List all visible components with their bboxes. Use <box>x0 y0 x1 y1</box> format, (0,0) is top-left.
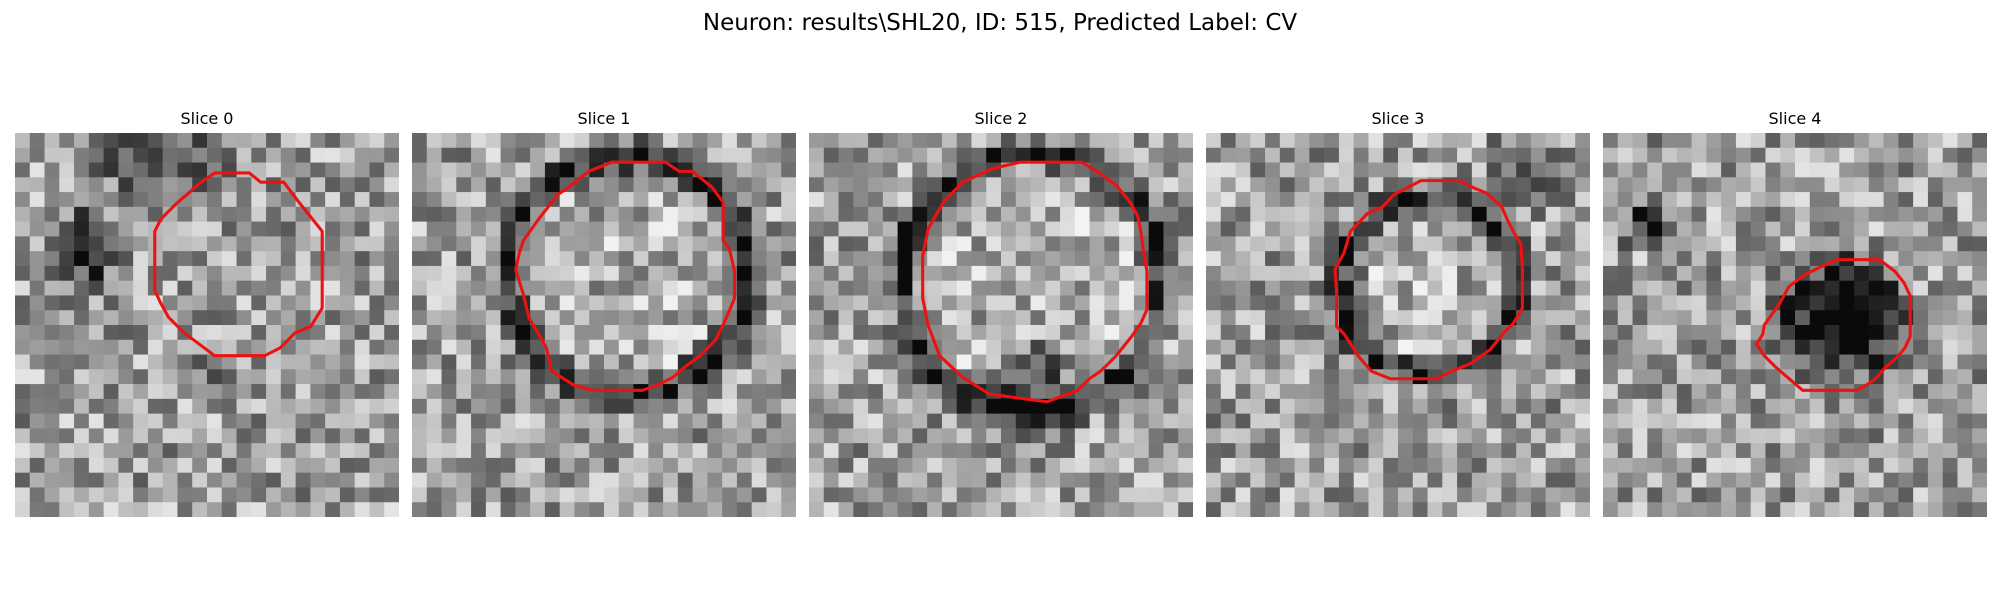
slice-1-contour <box>514 160 737 392</box>
slice-panel-0: Slice 0 <box>15 108 399 518</box>
slice-title-4: Slice 4 <box>1768 109 1822 128</box>
slice-title-2: Slice 2 <box>974 109 1028 128</box>
slice-0-pixels <box>15 133 399 517</box>
slice-image-1 <box>412 133 796 517</box>
slice-3-contour <box>1333 179 1524 381</box>
slice-title-3: Slice 3 <box>1371 109 1425 128</box>
slice-panel-1: Slice 1 <box>412 108 796 518</box>
slice-title-0: Slice 0 <box>180 109 234 128</box>
figure-title: Neuron: results\SHL20, ID: 515, Predicte… <box>702 10 1298 36</box>
slice-image-0 <box>15 133 399 517</box>
slice-title-1: Slice 1 <box>577 109 631 128</box>
slice-3-pixels <box>1206 133 1590 517</box>
slice-2-pixels <box>809 133 1193 517</box>
slice-image-2 <box>809 133 1193 517</box>
slice-1-pixels <box>412 133 796 517</box>
slice-panel-2: Slice 2 <box>809 108 1193 518</box>
slice-panel-4: Slice 4 <box>1603 108 1987 518</box>
slice-panel-3: Slice 3 <box>1206 108 1590 518</box>
slice-4-pixels <box>1603 133 1987 517</box>
slice-4-contour <box>1754 258 1912 392</box>
slice-image-3 <box>1206 133 1590 517</box>
slice-image-4 <box>1603 133 1987 517</box>
slice-2-contour <box>921 160 1149 404</box>
slice-0-contour <box>153 171 324 358</box>
